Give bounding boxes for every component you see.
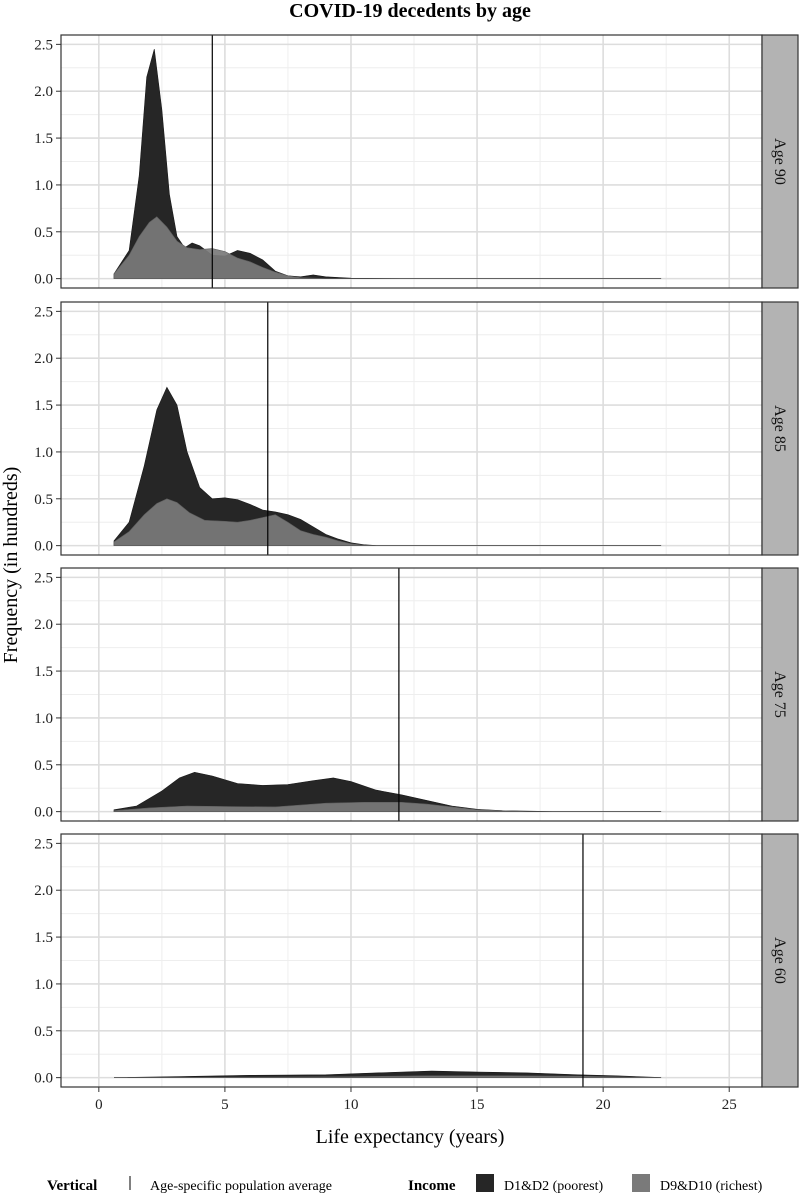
legend-item-poorest: D1&D2 (poorest) bbox=[504, 1179, 603, 1194]
density-area-richest bbox=[113, 498, 662, 546]
y-tick-label: 0.0 bbox=[34, 539, 53, 555]
panel-age-75: 0.0 0.5 1.0 1.5 2.0 2.5 Age 75 bbox=[34, 567, 799, 822]
y-tick-label: 2.0 bbox=[34, 617, 53, 633]
x-tick-label: 20 bbox=[596, 1097, 611, 1113]
facet-strip-label: Age 75 bbox=[771, 671, 788, 718]
y-tick-label: 1.0 bbox=[34, 445, 53, 461]
y-tick-label: 0.5 bbox=[34, 758, 53, 774]
legend-key-poorest bbox=[476, 1174, 494, 1192]
y-tick-label: 1.5 bbox=[34, 930, 53, 946]
y-tick-label: 2.5 bbox=[34, 836, 53, 852]
y-tick-label: 1.0 bbox=[34, 711, 53, 727]
panel-age-90: 0.0 0.5 1.0 1.5 2.0 2.5 Age 90 bbox=[34, 34, 799, 289]
x-tick-label: 15 bbox=[470, 1097, 485, 1113]
legend-key-richest bbox=[632, 1174, 650, 1192]
y-tick-label: 2.0 bbox=[34, 84, 53, 100]
y-tick-label: 0.5 bbox=[34, 1024, 53, 1040]
density-area-poorest bbox=[113, 386, 662, 546]
x-axis-label: Life expectancy (years) bbox=[316, 1126, 505, 1148]
y-tick-label: 1.0 bbox=[34, 977, 53, 993]
y-tick-label: 2.0 bbox=[34, 351, 53, 367]
density-area-richest bbox=[113, 802, 662, 812]
x-axis: 0 5 10 15 20 25 bbox=[95, 1087, 737, 1113]
y-tick-label: 2.5 bbox=[34, 37, 53, 53]
facet-strip bbox=[761, 833, 799, 1088]
y-tick-label: 1.5 bbox=[34, 398, 53, 414]
x-tick-label: 25 bbox=[722, 1097, 737, 1113]
legend-vertical-title: Vertical bbox=[47, 1178, 97, 1194]
facet-panels: 0.0 0.5 1.0 1.5 2.0 2.5 Age 90 0.0 0.5 1.0 1.5 2.0 2… bbox=[34, 34, 799, 1088]
y-tick-label: 1.0 bbox=[34, 178, 53, 194]
panel-age-85: 0.0 0.5 1.0 1.5 2.0 2.5 Age 85 bbox=[34, 301, 799, 556]
y-tick-label: 2.5 bbox=[34, 304, 53, 320]
y-tick-label: 1.5 bbox=[34, 131, 53, 147]
y-axis-label: Frequency (in hundreds) bbox=[0, 467, 22, 664]
x-tick-label: 10 bbox=[343, 1097, 358, 1113]
x-tick-label: 0 bbox=[95, 1097, 103, 1113]
chart-title: COVID-19 decedents by age bbox=[289, 0, 531, 22]
y-tick-label: 2.5 bbox=[34, 570, 53, 586]
facet-strip bbox=[761, 567, 799, 822]
y-tick-label: 2.0 bbox=[34, 883, 53, 899]
y-tick-label: 0.0 bbox=[34, 272, 53, 288]
facet-strip-label: Age 90 bbox=[771, 138, 788, 185]
facet-strip bbox=[761, 34, 799, 289]
density-area-richest bbox=[113, 1075, 662, 1078]
panel-age-60: 0.0 0.5 1.0 1.5 2.0 2.5 Age 60 bbox=[34, 833, 799, 1088]
facet-strip-label: Age 60 bbox=[771, 937, 788, 984]
y-tick-label: 1.5 bbox=[34, 664, 53, 680]
legend-item-richest: D9&D10 (richest) bbox=[660, 1179, 763, 1194]
x-tick-label: 5 bbox=[221, 1097, 229, 1113]
legend: Vertical Age-specific population average… bbox=[47, 1174, 763, 1194]
y-tick-label: 0.5 bbox=[34, 225, 53, 241]
facet-strip-label: Age 85 bbox=[771, 405, 788, 452]
y-tick-label: 0.0 bbox=[34, 1071, 53, 1087]
legend-income-title: Income bbox=[408, 1178, 456, 1194]
legend-vertical-label: Age-specific population average bbox=[150, 1179, 332, 1194]
facet-strip bbox=[761, 301, 799, 556]
y-tick-label: 0.5 bbox=[34, 492, 53, 508]
y-tick-label: 0.0 bbox=[34, 805, 53, 821]
